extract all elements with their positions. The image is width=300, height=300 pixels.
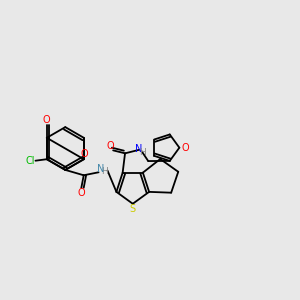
Text: O: O xyxy=(81,149,88,159)
Text: O: O xyxy=(43,115,51,125)
Text: H: H xyxy=(101,167,107,176)
Text: S: S xyxy=(130,204,136,214)
Text: N: N xyxy=(97,164,104,174)
Text: N: N xyxy=(135,144,143,154)
Text: O: O xyxy=(77,188,85,198)
Text: O: O xyxy=(106,141,114,151)
Text: O: O xyxy=(182,143,189,153)
Text: Cl: Cl xyxy=(26,156,35,166)
Text: H: H xyxy=(140,148,146,157)
